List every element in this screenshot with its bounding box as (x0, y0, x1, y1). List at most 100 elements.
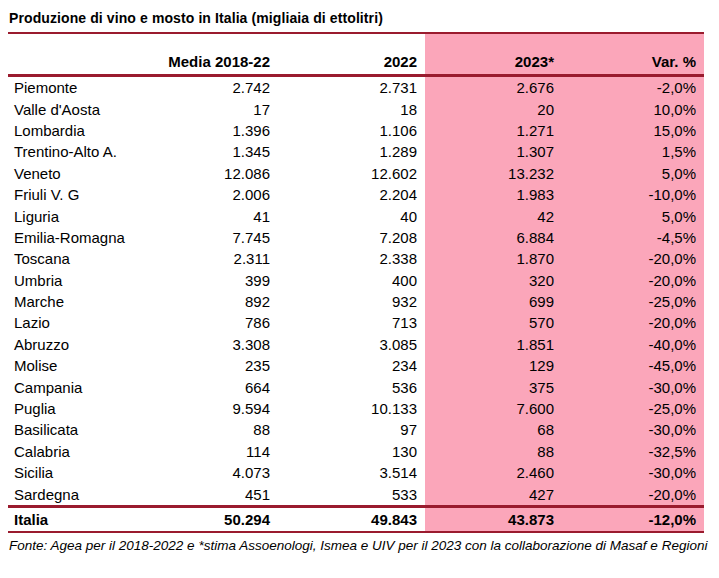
var-pct-cell: -20,0% (562, 248, 704, 269)
year-2022-cell: 234 (278, 355, 425, 376)
table-row: Umbria 399 400 320 -20,0% (8, 270, 704, 291)
table-row: Friuli V. G 2.006 2.204 1.983 -10,0% (8, 184, 704, 205)
media-2018-22-cell: 235 (158, 355, 278, 376)
year-2023-cell: 6.884 (425, 227, 562, 248)
total-row: Italia 50.294 49.843 43.873 -12,0% (8, 506, 704, 532)
year-2022-cell: 2.338 (278, 248, 425, 269)
table-row: Lombardia 1.396 1.106 1.271 15,0% (8, 120, 704, 141)
media-2018-22-cell: 7.745 (158, 227, 278, 248)
total-2023-cell: 43.873 (425, 506, 562, 532)
year-2022-cell: 97 (278, 419, 425, 440)
column-header-2023: 2023* (425, 33, 562, 76)
year-2022-cell: 932 (278, 291, 425, 312)
table-row: Sicilia 4.073 3.514 2.460 -30,0% (8, 462, 704, 483)
var-pct-cell: -30,0% (562, 419, 704, 440)
table-row: Emilia-Romagna 7.745 7.208 6.884 -4,5% (8, 227, 704, 248)
table-row: Lazio 786 713 570 -20,0% (8, 312, 704, 333)
var-pct-cell: 10,0% (562, 98, 704, 119)
table-row: Valle d'Aosta 17 18 20 10,0% (8, 98, 704, 119)
media-2018-22-cell: 2.742 (158, 76, 278, 99)
media-2018-22-cell: 12.086 (158, 163, 278, 184)
var-pct-cell: -32,5% (562, 441, 704, 462)
year-2023-cell: 42 (425, 205, 562, 226)
table-body: Piemonte 2.742 2.731 2.676 -2,0% Valle d… (8, 76, 704, 507)
region-cell: Liguria (8, 205, 158, 226)
column-header-var-pct: Var. % (562, 33, 704, 76)
region-cell: Molise (8, 355, 158, 376)
page-title: Produzione di vino e mosto in Italia (mi… (8, 6, 712, 32)
year-2023-cell: 570 (425, 312, 562, 333)
year-2022-cell: 40 (278, 205, 425, 226)
year-2023-cell: 1.307 (425, 141, 562, 162)
column-header-2022: 2022 (278, 33, 425, 76)
table-row: Piemonte 2.742 2.731 2.676 -2,0% (8, 76, 704, 99)
year-2022-cell: 12.602 (278, 163, 425, 184)
media-2018-22-cell: 1.345 (158, 141, 278, 162)
region-cell: Valle d'Aosta (8, 98, 158, 119)
year-2022-cell: 3.085 (278, 334, 425, 355)
table-row: Molise 235 234 129 -45,0% (8, 355, 704, 376)
media-2018-22-cell: 892 (158, 291, 278, 312)
year-2023-cell: 1.870 (425, 248, 562, 269)
region-cell: Marche (8, 291, 158, 312)
region-cell: Puglia (8, 398, 158, 419)
media-2018-22-cell: 2.006 (158, 184, 278, 205)
region-cell: Umbria (8, 270, 158, 291)
year-2022-cell: 713 (278, 312, 425, 333)
table-row: Sardegna 451 533 427 -20,0% (8, 483, 704, 506)
var-pct-cell: -4,5% (562, 227, 704, 248)
table-header: Media 2018-22 2022 2023* Var. % (8, 33, 704, 76)
table-row: Veneto 12.086 12.602 13.232 5,0% (8, 163, 704, 184)
year-2023-cell: 1.983 (425, 184, 562, 205)
year-2023-cell: 2.460 (425, 462, 562, 483)
year-2023-cell: 375 (425, 376, 562, 397)
var-pct-cell: -30,0% (562, 462, 704, 483)
year-2023-cell: 1.851 (425, 334, 562, 355)
var-pct-cell: 5,0% (562, 205, 704, 226)
media-2018-22-cell: 2.311 (158, 248, 278, 269)
table-row: Toscana 2.311 2.338 1.870 -20,0% (8, 248, 704, 269)
region-cell: Calabria (8, 441, 158, 462)
report-page: Produzione di vino e mosto in Italia (mi… (0, 0, 719, 554)
var-pct-cell: -20,0% (562, 483, 704, 506)
table-row: Abruzzo 3.308 3.085 1.851 -40,0% (8, 334, 704, 355)
media-2018-22-cell: 399 (158, 270, 278, 291)
region-cell: Sardegna (8, 483, 158, 506)
table-row: Puglia 9.594 10.133 7.600 -25,0% (8, 398, 704, 419)
table-row: Calabria 114 130 88 -32,5% (8, 441, 704, 462)
media-2018-22-cell: 786 (158, 312, 278, 333)
year-2022-cell: 2.731 (278, 76, 425, 99)
region-cell: Lazio (8, 312, 158, 333)
region-cell: Sicilia (8, 462, 158, 483)
region-cell: Abruzzo (8, 334, 158, 355)
year-2022-cell: 130 (278, 441, 425, 462)
var-pct-cell: -30,0% (562, 376, 704, 397)
total-2022-cell: 49.843 (278, 506, 425, 532)
column-header-media-2018-22: Media 2018-22 (158, 33, 278, 76)
year-2022-cell: 10.133 (278, 398, 425, 419)
year-2023-cell: 699 (425, 291, 562, 312)
table-row: Marche 892 932 699 -25,0% (8, 291, 704, 312)
var-pct-cell: 5,0% (562, 163, 704, 184)
region-cell: Campania (8, 376, 158, 397)
media-2018-22-cell: 41 (158, 205, 278, 226)
media-2018-22-cell: 4.073 (158, 462, 278, 483)
year-2023-cell: 13.232 (425, 163, 562, 184)
var-pct-cell: 15,0% (562, 120, 704, 141)
var-pct-cell: -20,0% (562, 312, 704, 333)
var-pct-cell: -20,0% (562, 270, 704, 291)
table-row: Trentino-Alto A. 1.345 1.289 1.307 1,5% (8, 141, 704, 162)
media-2018-22-cell: 3.308 (158, 334, 278, 355)
year-2022-cell: 7.208 (278, 227, 425, 248)
var-pct-cell: -40,0% (562, 334, 704, 355)
region-cell: Toscana (8, 248, 158, 269)
region-cell: Friuli V. G (8, 184, 158, 205)
media-2018-22-cell: 88 (158, 419, 278, 440)
year-2022-cell: 2.204 (278, 184, 425, 205)
year-2022-cell: 18 (278, 98, 425, 119)
table-total: Italia 50.294 49.843 43.873 -12,0% (8, 506, 704, 532)
media-2018-22-cell: 1.396 (158, 120, 278, 141)
var-pct-cell: -25,0% (562, 291, 704, 312)
year-2023-cell: 2.676 (425, 76, 562, 99)
region-cell: Piemonte (8, 76, 158, 99)
